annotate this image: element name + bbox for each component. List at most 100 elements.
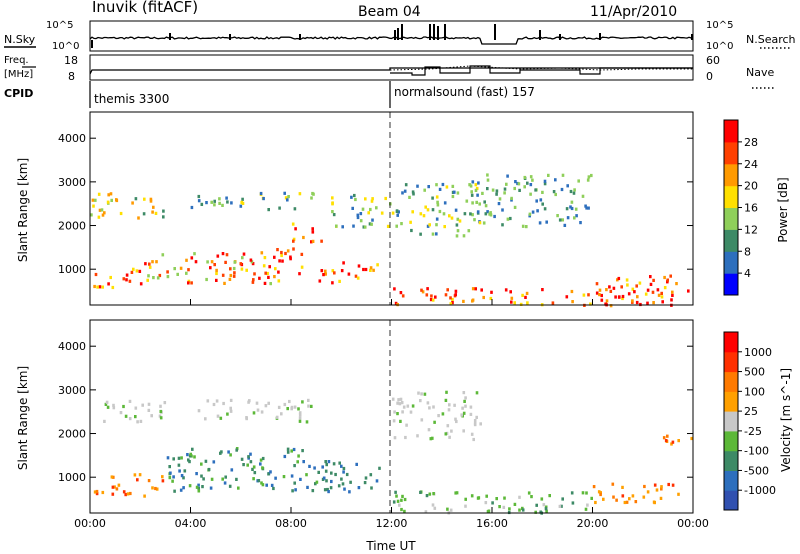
- range-gate-cell: [445, 390, 448, 394]
- range-gate-cell: [147, 479, 151, 483]
- range-gate-cell: [177, 463, 181, 467]
- range-gate-cell: [93, 284, 96, 289]
- range-gate-cell: [293, 207, 297, 211]
- range-gate-cell: [464, 497, 467, 501]
- range-gate-cell: [473, 218, 476, 222]
- range-gate-cell: [477, 181, 480, 185]
- range-gate-cell: [239, 262, 243, 266]
- range-gate-cell: [508, 507, 511, 511]
- range-gate-cell: [399, 419, 402, 423]
- range-gate-cell: [548, 494, 551, 498]
- range-gate-cell: [419, 399, 422, 403]
- range-gate-cell: [158, 273, 162, 278]
- range-gate-cell: [625, 278, 629, 282]
- range-gate-cell: [159, 416, 163, 420]
- colorbar-tick-label: 16: [744, 202, 758, 215]
- range-gate-cell: [462, 299, 465, 303]
- range-gate-cell: [599, 491, 602, 495]
- range-gate-cell: [551, 301, 555, 305]
- range-gate-cell: [306, 485, 309, 489]
- range-gate-cell: [166, 275, 170, 279]
- range-gate-cell: [210, 477, 214, 481]
- range-gate-cell: [449, 296, 452, 300]
- range-gate-cell: [263, 256, 267, 260]
- range-gate-cell: [310, 240, 313, 244]
- range-gate-cell: [110, 475, 114, 479]
- range-gate-cell: [296, 460, 299, 464]
- range-gate-cell: [320, 239, 323, 243]
- range-gate-cell: [666, 434, 669, 438]
- range-gate-cell: [475, 200, 478, 204]
- range-gate-cell: [400, 507, 403, 512]
- range-gate-cell: [345, 472, 349, 477]
- range-gate-cell: [182, 486, 185, 490]
- range-gate-cell: [119, 211, 123, 216]
- range-gate-cell: [105, 400, 109, 404]
- range-gate-cell: [90, 213, 93, 217]
- range-gate-cell: [109, 192, 113, 196]
- range-gate-cell: [536, 209, 539, 213]
- range-gate-cell: [569, 205, 572, 209]
- range-gate-cell: [420, 288, 423, 292]
- range-gate-cell: [250, 260, 254, 264]
- range-gate-cell: [401, 494, 404, 498]
- range-gate-cell: [302, 235, 305, 240]
- y-tick-label: 1000: [58, 471, 86, 484]
- range-gate-cell: [421, 290, 425, 294]
- range-gate-cell: [544, 507, 548, 511]
- range-gate-cell: [447, 408, 451, 412]
- range-gate-cell: [311, 227, 314, 231]
- range-gate-cell: [518, 495, 521, 499]
- range-gate-cell: [609, 304, 613, 308]
- range-gate-cell: [486, 178, 490, 182]
- range-gate-cell: [424, 205, 427, 209]
- range-gate-cell: [349, 480, 352, 484]
- range-gate-cell: [404, 435, 407, 440]
- range-gate-cell: [471, 287, 475, 291]
- range-gate-cell: [139, 282, 143, 286]
- range-gate-cell: [361, 207, 365, 211]
- range-gate-cell: [342, 466, 346, 471]
- range-gate-cell: [411, 210, 414, 214]
- range-gate-cell: [621, 494, 625, 498]
- range-gate-cell: [425, 293, 429, 297]
- range-gate-cell: [249, 258, 253, 262]
- range-gate-cell: [432, 492, 435, 496]
- freq-tick-low: 8: [68, 70, 75, 83]
- range-gate-cell: [471, 299, 474, 303]
- range-gate-cell: [111, 492, 115, 496]
- range-gate-cell: [151, 260, 154, 264]
- range-gate-cell: [210, 260, 214, 264]
- range-gate-cell: [486, 210, 489, 214]
- date-title: 11/Apr/2010: [590, 4, 677, 20]
- range-gate-cell: [240, 200, 243, 204]
- range-gate-cell: [112, 406, 116, 410]
- range-gate-cell: [663, 275, 666, 280]
- range-gate-cell: [446, 288, 449, 292]
- range-gate-cell: [235, 448, 238, 452]
- range-gate-cell: [612, 495, 615, 499]
- range-gate-cell: [442, 212, 446, 216]
- range-gate-cell: [340, 477, 343, 481]
- range-gate-cell: [431, 196, 434, 200]
- range-gate-cell: [166, 270, 169, 274]
- range-gate-cell: [149, 197, 153, 201]
- range-gate-cell: [584, 204, 587, 208]
- range-gate-cell: [671, 483, 675, 487]
- range-gate-cell: [427, 428, 431, 432]
- range-gate-cell: [169, 471, 172, 475]
- range-gate-cell: [597, 490, 601, 494]
- range-gate-cell: [513, 301, 516, 305]
- colorbar-swatch: [724, 141, 738, 165]
- range-gate-cell: [501, 208, 504, 212]
- range-gate-cell: [397, 210, 400, 214]
- range-gate-cell: [241, 197, 244, 201]
- range-gate-cell: [341, 482, 345, 486]
- range-gate-cell: [206, 260, 209, 264]
- range-gate-cell: [148, 262, 151, 266]
- range-gate-cell: [460, 413, 463, 417]
- range-gate-cell: [463, 399, 466, 403]
- range-gate-cell: [293, 464, 296, 468]
- range-gate-cell: [573, 216, 576, 220]
- range-gate-cell: [115, 198, 118, 202]
